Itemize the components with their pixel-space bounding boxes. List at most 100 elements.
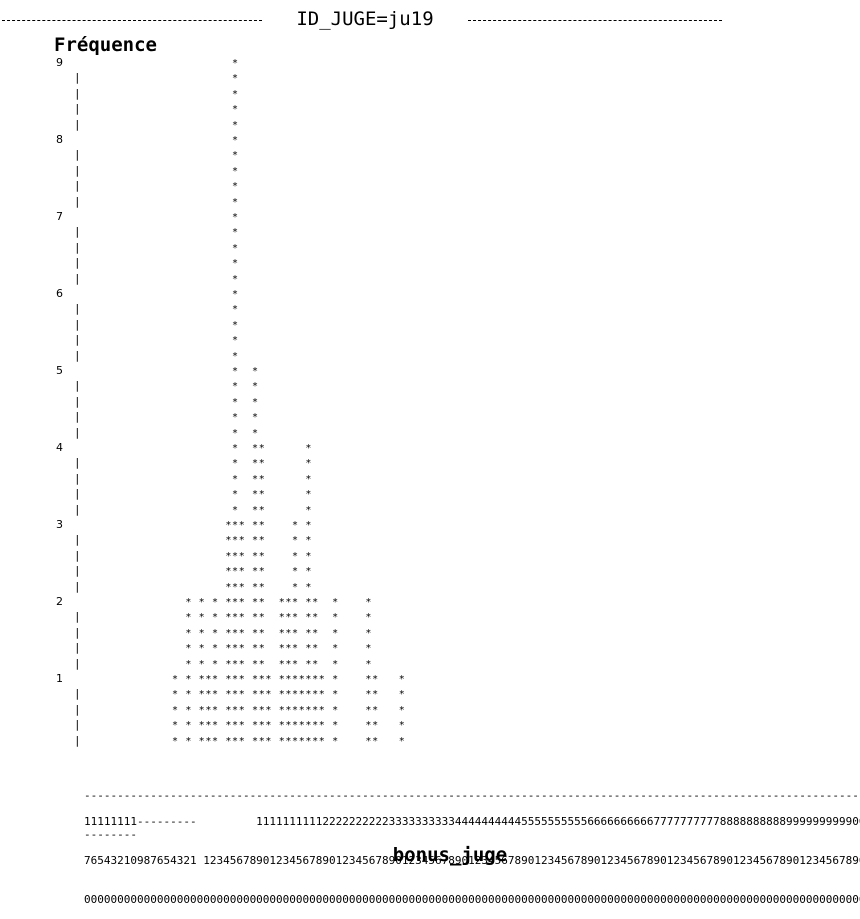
bar-mark: * [232, 443, 239, 454]
y-axis-pipe: | [74, 610, 81, 624]
bar-mark: * [365, 720, 372, 732]
bar-mark: * [278, 627, 285, 639]
bar-mark: * [252, 550, 259, 562]
bar-mark: * [232, 612, 239, 624]
bar-mark: * [232, 88, 239, 100]
bar-mark: * [232, 674, 239, 685]
bar-mark: * [185, 674, 192, 685]
y-axis-label: Fréquence [54, 34, 157, 56]
bar-mark: * [372, 704, 379, 716]
bar-mark: * [185, 643, 192, 655]
bar-mark: * [198, 643, 205, 655]
bar-mark: * [238, 704, 245, 716]
bar-mark: * [225, 550, 232, 562]
bar-mark: * [232, 135, 239, 146]
bar-mark: * [225, 520, 232, 531]
bar-mark: * [258, 504, 265, 516]
bar-mark: * [278, 612, 285, 624]
y-axis-pipe: | [74, 333, 81, 347]
bar-mark: * [252, 366, 259, 377]
bar-mark: * [252, 489, 259, 501]
bar-mark: * [232, 412, 239, 424]
bar-mark: * [285, 704, 292, 716]
bar-mark: * [292, 674, 299, 685]
bar-mark: * [292, 550, 299, 562]
y-tick-label: 4 [56, 441, 63, 454]
x-axis-label: bonus_juge [392, 844, 508, 866]
bar-mark: * [332, 643, 339, 655]
bar-mark: * [205, 689, 212, 701]
bar-mark: * [232, 535, 239, 547]
bar-mark: * [172, 735, 179, 747]
bar-mark: * [305, 504, 312, 516]
bar-mark: * [305, 566, 312, 578]
bar-mark: * [225, 735, 232, 747]
bar-mark: * [292, 735, 299, 747]
bar-mark: * [172, 674, 179, 685]
bar-mark: * [252, 643, 259, 655]
bar-mark: * [238, 550, 245, 562]
bar-mark: * [252, 566, 259, 578]
bar-mark: * [185, 627, 192, 639]
bar-mark: * [232, 473, 239, 485]
bar-mark: * [232, 458, 239, 470]
bar-mark: * [332, 704, 339, 716]
y-axis-pipe: | [74, 163, 81, 177]
bar-mark: * [292, 658, 299, 670]
bar-mark: * [298, 704, 305, 716]
bar-mark: * [205, 720, 212, 732]
bar-mark: * [252, 412, 259, 424]
bar-mark: * [312, 735, 319, 747]
bar-mark: * [238, 735, 245, 747]
bar-mark: * [258, 458, 265, 470]
bar-mark: * [258, 658, 265, 670]
bar-mark: * [238, 612, 245, 624]
bar-mark: * [278, 643, 285, 655]
bar-mark: * [278, 597, 285, 608]
bar-mark: * [252, 674, 259, 685]
bar-mark: * [305, 443, 312, 454]
bar-mark: * [252, 689, 259, 701]
bar-mark: * [232, 165, 239, 177]
bar-mark: * [172, 720, 179, 732]
bar-mark: * [312, 720, 319, 732]
title-rule-left [2, 20, 262, 21]
bar-mark: * [252, 612, 259, 624]
bar-mark: * [232, 489, 239, 501]
bar-mark: * [372, 689, 379, 701]
y-axis-pipe: | [74, 117, 81, 131]
bar-mark: * [312, 643, 319, 655]
bar-mark: * [298, 674, 305, 685]
bar-mark: * [232, 658, 239, 670]
y-tick-label: 2 [56, 595, 63, 608]
bar-mark: * [232, 689, 239, 701]
bar-mark: * [365, 704, 372, 716]
y-tick-label: 6 [56, 287, 63, 300]
bar-mark: * [232, 550, 239, 562]
bar-mark: * [225, 566, 232, 578]
bar-mark: * [232, 735, 239, 747]
bar-mark: * [212, 597, 219, 608]
bar-mark: * [232, 319, 239, 331]
bar-mark: * [332, 597, 339, 608]
bar-mark: * [232, 597, 239, 608]
bar-mark: * [305, 597, 312, 608]
bar-mark: * [238, 720, 245, 732]
bar-mark: * [372, 720, 379, 732]
y-axis-pipe: | [74, 502, 81, 516]
bar-mark: * [225, 581, 232, 593]
bar-mark: * [172, 689, 179, 701]
bar-mark: * [265, 674, 272, 685]
y-axis-pipe: | [74, 240, 81, 254]
bar-mark: * [232, 119, 239, 131]
y-tick-label: 9 [56, 56, 63, 69]
x-tick-row-units: 76543210987654321 1234567890123456789012… [84, 854, 860, 867]
bar-mark: * [258, 627, 265, 639]
bar-mark: * [278, 658, 285, 670]
bar-mark: * [232, 273, 239, 285]
bar-mark: * [232, 520, 239, 531]
bar-mark: * [258, 643, 265, 655]
y-axis-pipe: | [74, 256, 81, 270]
bar-mark: * [365, 658, 372, 670]
bar-mark: * [232, 366, 239, 377]
